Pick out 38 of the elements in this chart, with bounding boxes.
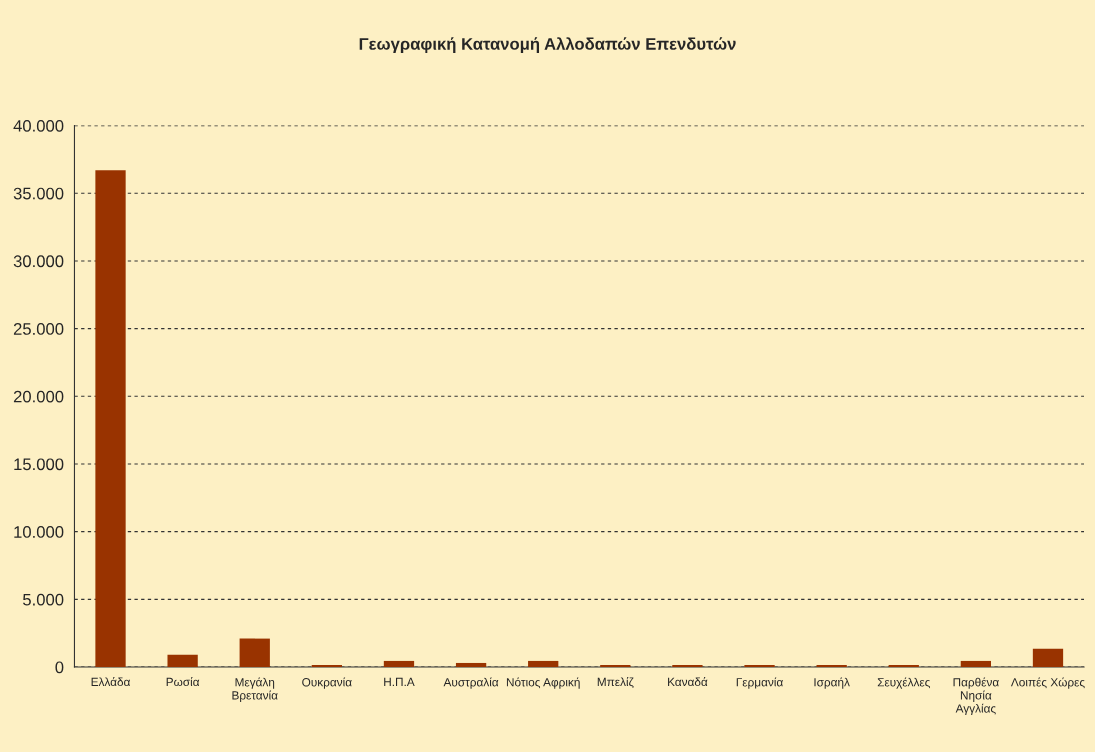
bar xyxy=(1032,648,1064,668)
x-tick-label: Μεγάλη Βρετανία xyxy=(232,677,278,702)
x-tick-label: Ισραήλ xyxy=(814,677,850,689)
bar xyxy=(744,664,775,668)
chart-title: Γεωγραφική Κατανομή Αλλοδαπών Επενδυτών xyxy=(359,37,736,54)
y-tick-label: 15.000 xyxy=(14,458,64,471)
bar xyxy=(672,664,703,668)
y-tick-label: 0 xyxy=(55,661,64,674)
bar xyxy=(960,660,992,668)
y-tick-label: 20.000 xyxy=(13,390,64,403)
bar xyxy=(455,662,487,668)
bar xyxy=(167,654,198,668)
bar xyxy=(239,638,270,668)
y-tick-label: 40.000 xyxy=(13,119,64,132)
x-tick-label: Ουκρανία xyxy=(302,677,352,689)
x-tick-label: Παρθένα Νησία Αγγλίας xyxy=(953,677,999,716)
x-tick-label: Γερμανία xyxy=(736,677,783,689)
x-tick-label: Μπελίζ xyxy=(597,677,634,689)
y-tick-label: 5.000 xyxy=(23,593,64,606)
bar xyxy=(311,664,342,668)
x-tick-label: Καναδά xyxy=(668,677,708,687)
bar xyxy=(888,664,919,668)
x-tick-label: Σευχέλλες xyxy=(877,677,931,689)
x-tick-label: Ρωσία xyxy=(166,677,200,687)
x-tick-label: Νότιος Αφρική xyxy=(506,677,580,689)
x-tick-label: Λοιπές Χώρες xyxy=(1010,677,1085,689)
y-tick-label: 10.000 xyxy=(14,526,64,538)
bar xyxy=(816,664,847,668)
x-tick-label: Αυστραλία xyxy=(443,677,499,689)
x-tick-label: Ελλάδα xyxy=(91,677,131,687)
bar xyxy=(528,660,559,668)
y-tick-label: 35.000 xyxy=(13,187,64,200)
bar xyxy=(95,170,126,668)
x-tick-label: Η.Π.Α xyxy=(384,677,415,686)
y-tick-label: 25.000 xyxy=(13,323,64,335)
bar xyxy=(383,660,415,668)
bar xyxy=(600,664,631,668)
y-tick-label: 30.000 xyxy=(13,255,64,268)
